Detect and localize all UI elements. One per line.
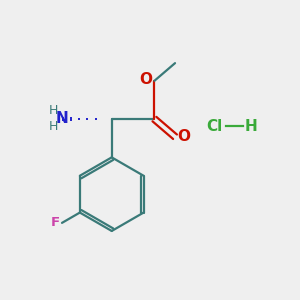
Text: H: H xyxy=(49,104,58,117)
Text: H: H xyxy=(49,120,58,133)
Text: F: F xyxy=(51,216,60,230)
Text: Cl: Cl xyxy=(207,119,223,134)
Text: O: O xyxy=(140,72,153,87)
Text: N: N xyxy=(55,111,68,126)
Text: H: H xyxy=(244,119,257,134)
Text: O: O xyxy=(177,129,190,144)
